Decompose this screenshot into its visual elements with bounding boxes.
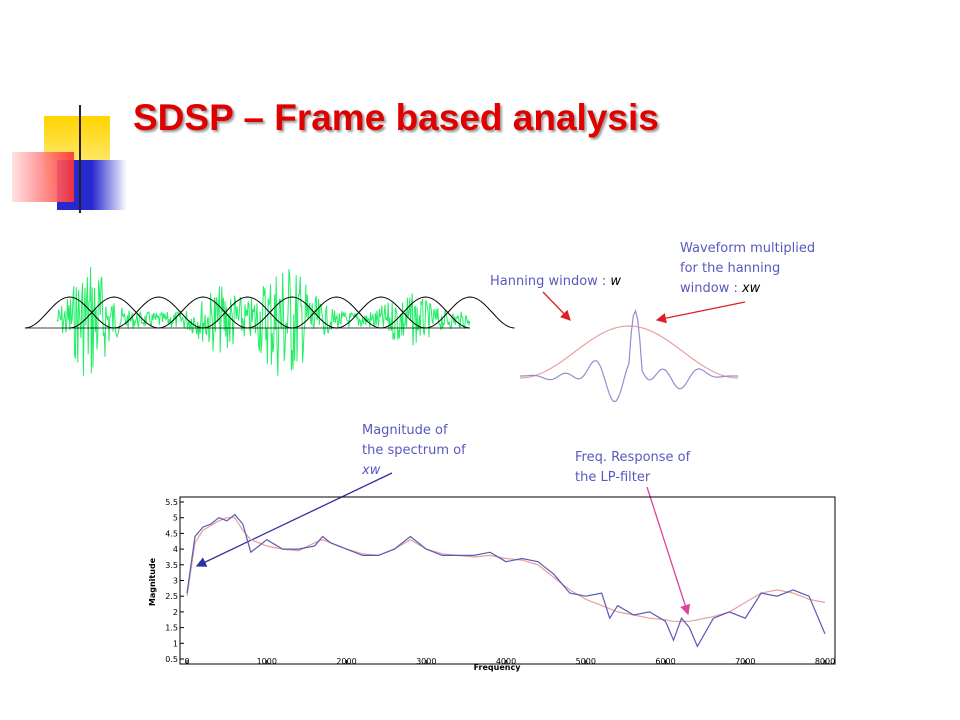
hanning-window: [158, 296, 248, 329]
title-part: Frame based analysis: [274, 97, 659, 138]
y-tick-label: 0.5: [165, 655, 178, 664]
annotation-text: window :: [680, 281, 742, 296]
x-tick-label: 1000: [257, 657, 277, 666]
hanning-window: [113, 296, 204, 329]
spectrum-plot: 0 1000 2000 3000 4000 5000 6000 7000 8000 0.5 1 1.5…: [165, 498, 835, 666]
hanning-window: [202, 296, 293, 329]
hanning-window: [247, 296, 337, 329]
y-tick-label: 5: [173, 514, 178, 523]
x-tick-label: 3000: [416, 657, 436, 666]
series-line: [186, 513, 826, 648]
x-tick-label: 5000: [576, 657, 596, 666]
y-tick-label: 4.5: [165, 529, 178, 538]
x-tick-label: 2000: [336, 657, 356, 666]
plot-frame: [179, 496, 836, 665]
y-tick-label: 3: [173, 577, 178, 586]
annotation-var: xw: [361, 463, 381, 478]
windowed-frame: [519, 309, 739, 403]
windowed-signal: [520, 309, 738, 403]
x-tick-label: 8000: [815, 657, 835, 666]
speech-signal: [56, 267, 471, 376]
y-tick-label: 2.5: [165, 592, 178, 601]
x-tick-label: 0: [184, 657, 189, 666]
y-axis-label: Magnitude: [148, 557, 157, 606]
hanning-window: [291, 296, 382, 329]
annotation-var: w: [610, 274, 621, 289]
y-tick-label: 2: [173, 608, 178, 617]
title-part: SDSP –: [133, 97, 264, 138]
annotation-text: for the hanning: [680, 261, 780, 276]
hanning-curve: [519, 325, 739, 379]
slide-title: SDSP – Frame based analysis: [133, 97, 659, 138]
y-tick-label: 3.5: [165, 561, 178, 570]
annotation: Hanning window : w: [490, 274, 621, 289]
y-tick-label: 1: [173, 639, 178, 648]
series-line: [186, 517, 826, 622]
x-tick-label: 6000: [655, 657, 675, 666]
y-tick-label: 5.5: [165, 498, 178, 507]
x-axis-label: Frequency: [474, 663, 522, 672]
x-tick-label: 7000: [735, 657, 755, 666]
decoration: [12, 105, 870, 213]
y-tick-label: 4: [173, 545, 178, 554]
y-tick-label: 1.5: [165, 624, 178, 633]
annotation: window : xw: [680, 281, 761, 296]
annotation-text: the spectrum of: [362, 443, 466, 458]
annotation-text: Magnitude of: [362, 423, 448, 438]
x-tick-label: 4000: [496, 657, 516, 666]
annotation-text: Hanning window :: [490, 274, 610, 289]
hanning-window: [69, 296, 159, 329]
speech-waveform: [24, 267, 515, 376]
annotation-text: Waveform multiplied: [680, 241, 815, 256]
hanning-window: [425, 296, 515, 329]
annotation-var: xw: [741, 281, 761, 296]
hanning-window: [336, 296, 426, 329]
hanning-window: [24, 296, 115, 329]
annotation-text: Freq. Response of: [575, 450, 691, 465]
annotation-text: the LP-filter: [575, 470, 651, 485]
hanning-window: [380, 296, 471, 329]
arrows: [195, 291, 746, 616]
